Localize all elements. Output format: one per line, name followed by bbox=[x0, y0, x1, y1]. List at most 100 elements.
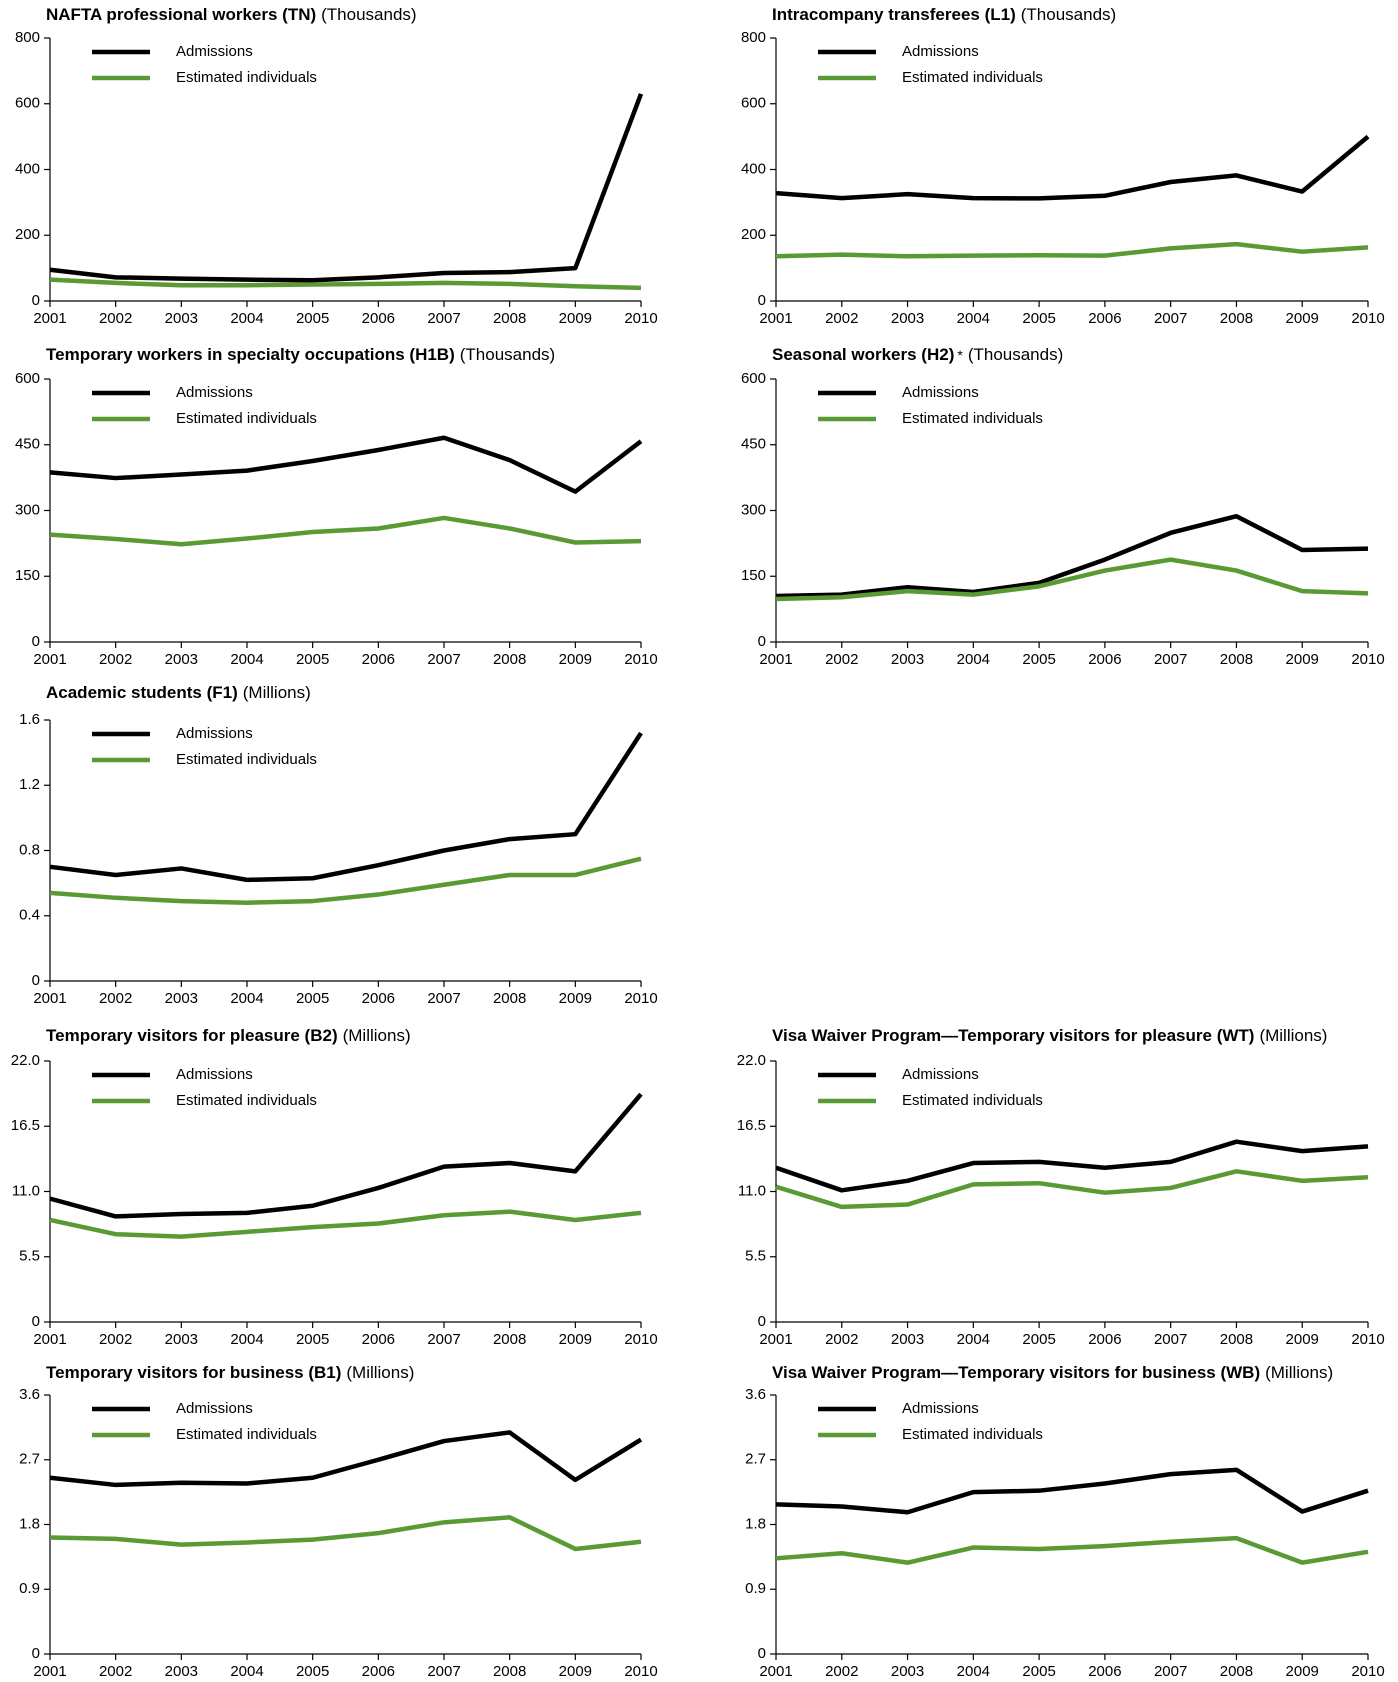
title-note: * bbox=[957, 347, 963, 363]
chart-title: Visa Waiver Program—Temporary visitors f… bbox=[772, 1026, 1327, 1045]
x-tick-label: 2003 bbox=[165, 990, 198, 1007]
x-tick-label: 2006 bbox=[362, 1331, 395, 1348]
x-tick-label: 2002 bbox=[99, 310, 132, 327]
x-tick-label: 2003 bbox=[165, 1331, 198, 1348]
x-tick-label: 2010 bbox=[624, 310, 657, 327]
x-tick-label: 2004 bbox=[957, 310, 990, 327]
y-tick-label: 1.2 bbox=[19, 776, 40, 793]
x-tick-label: 2005 bbox=[1022, 651, 1055, 668]
x-tick-label: 2004 bbox=[230, 651, 263, 668]
series-line bbox=[49, 1209, 642, 1239]
y-tick-label: 1.8 bbox=[745, 1515, 766, 1532]
series-line bbox=[49, 856, 642, 905]
title-units: (Millions) bbox=[1259, 1026, 1327, 1045]
series-line bbox=[775, 1535, 1369, 1565]
series-line bbox=[775, 1467, 1369, 1515]
legend-label: Admissions bbox=[176, 43, 253, 60]
x-tick-label: 2005 bbox=[296, 1331, 329, 1348]
y-tick-label: 0.9 bbox=[745, 1580, 766, 1597]
legend-label: Admissions bbox=[176, 1066, 253, 1083]
series-line bbox=[49, 515, 642, 547]
title-main: Intracompany transferees (L1) bbox=[772, 5, 1016, 24]
y-tick-label: 800 bbox=[741, 29, 766, 46]
y-tick-label: 0 bbox=[758, 633, 766, 650]
legend-label: Admissions bbox=[176, 725, 253, 742]
title-main: Temporary visitors for business (B1) bbox=[46, 1363, 341, 1382]
y-tick-label: 16.5 bbox=[737, 1117, 766, 1134]
x-tick-label: 2009 bbox=[1286, 1663, 1319, 1680]
y-tick-label: 150 bbox=[741, 567, 766, 584]
y-tick-label: 11.0 bbox=[12, 1182, 40, 1199]
x-tick-label: 2006 bbox=[1088, 1663, 1121, 1680]
chart-title: Temporary visitors for business (B1) (Mil… bbox=[46, 1363, 414, 1382]
x-tick-label: 2004 bbox=[230, 310, 263, 327]
x-tick-label: 2006 bbox=[362, 651, 395, 668]
title-units: (Thousands) bbox=[1021, 5, 1116, 24]
series-line bbox=[775, 1169, 1369, 1210]
series-line bbox=[49, 93, 644, 283]
series-line bbox=[775, 134, 1370, 201]
title-main: Temporary workers in specialty occupatio… bbox=[46, 345, 455, 364]
x-tick-label: 2010 bbox=[624, 1331, 657, 1348]
y-tick-label: 3.6 bbox=[745, 1386, 766, 1403]
x-tick-label: 2009 bbox=[1286, 1331, 1319, 1348]
title-units: (Thousands) bbox=[321, 5, 416, 24]
x-tick-label: 2010 bbox=[1351, 1663, 1384, 1680]
chart: Seasonal workers (H2) * (Thousands) 0 150 300… bbox=[741, 345, 1385, 667]
chart-title: Visa Waiver Program—Temporary visitors f… bbox=[772, 1363, 1333, 1382]
y-tick-label: 300 bbox=[741, 501, 766, 518]
x-tick-label: 2002 bbox=[825, 1331, 858, 1348]
x-tick-label: 2006 bbox=[1088, 1331, 1121, 1348]
y-tick-label: 300 bbox=[15, 501, 40, 518]
chart-title: NAFTA professional workers (TN) (Thousand… bbox=[46, 5, 417, 24]
y-tick-label: 450 bbox=[741, 436, 766, 453]
series-line bbox=[49, 1092, 643, 1219]
series-line bbox=[49, 731, 643, 883]
x-tick-label: 2007 bbox=[427, 310, 460, 327]
x-tick-label: 2009 bbox=[559, 651, 592, 668]
x-tick-label: 2001 bbox=[33, 310, 66, 327]
y-tick-label: 5.5 bbox=[745, 1248, 766, 1265]
legend-label: Admissions bbox=[902, 384, 979, 401]
y-tick-label: 400 bbox=[741, 160, 766, 177]
chart-title: Temporary workers in specialty occupatio… bbox=[46, 345, 555, 364]
x-tick-label: 2010 bbox=[1351, 310, 1384, 327]
y-tick-label: 600 bbox=[15, 95, 40, 112]
x-tick-label: 2001 bbox=[759, 1663, 792, 1680]
x-tick-label: 2007 bbox=[427, 1331, 460, 1348]
y-tick-label: 5.5 bbox=[19, 1248, 40, 1265]
x-tick-label: 2006 bbox=[362, 1663, 395, 1680]
x-tick-label: 2008 bbox=[493, 1331, 526, 1348]
y-tick-label: 450 bbox=[15, 436, 40, 453]
y-tick-label: 3.6 bbox=[19, 1386, 40, 1403]
chart-title: Seasonal workers (H2) * (Thousands) bbox=[772, 345, 1063, 364]
x-tick-label: 2006 bbox=[1088, 651, 1121, 668]
x-tick-label: 2004 bbox=[957, 651, 990, 668]
y-tick-label: 0.8 bbox=[19, 841, 40, 858]
x-tick-label: 2003 bbox=[165, 310, 198, 327]
legend-label: Estimated individuals bbox=[902, 69, 1043, 86]
x-tick-label: 2007 bbox=[427, 1663, 460, 1680]
x-tick-label: 2003 bbox=[891, 1663, 924, 1680]
x-tick-label: 2004 bbox=[230, 1331, 263, 1348]
chart: Temporary visitors for pleasure (B2) (Mil… bbox=[11, 1026, 658, 1347]
x-tick-label: 2004 bbox=[230, 990, 263, 1007]
chart: Temporary workers in specialty occupatio… bbox=[15, 345, 658, 667]
x-tick-label: 2010 bbox=[1351, 651, 1384, 668]
x-tick-label: 2007 bbox=[1154, 310, 1187, 327]
x-tick-label: 2008 bbox=[493, 651, 526, 668]
legend-label: Admissions bbox=[902, 43, 979, 60]
series-line bbox=[775, 241, 1369, 259]
x-tick-label: 2001 bbox=[33, 1331, 66, 1348]
x-tick-label: 2008 bbox=[493, 990, 526, 1007]
x-tick-label: 2009 bbox=[1286, 310, 1319, 327]
x-tick-label: 2005 bbox=[1022, 1331, 1055, 1348]
y-tick-label: 0 bbox=[758, 292, 766, 309]
y-tick-label: 0 bbox=[32, 292, 40, 309]
y-tick-label: 0 bbox=[32, 633, 40, 650]
x-tick-label: 2007 bbox=[1154, 1331, 1187, 1348]
legend-label: Estimated individuals bbox=[902, 1426, 1043, 1443]
y-tick-label: 0.9 bbox=[19, 1580, 40, 1597]
y-tick-label: 1.6 bbox=[19, 711, 40, 728]
